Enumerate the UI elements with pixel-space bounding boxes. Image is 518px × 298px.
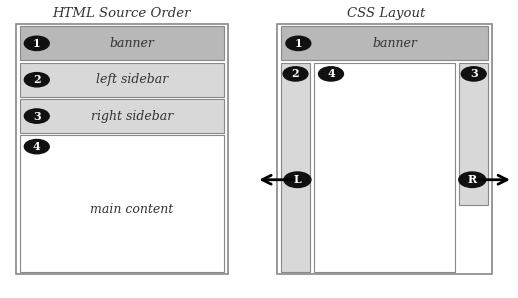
- Circle shape: [461, 67, 486, 81]
- Text: L: L: [294, 174, 301, 185]
- Circle shape: [24, 36, 49, 50]
- Bar: [20, 99, 224, 133]
- Circle shape: [283, 67, 308, 81]
- Text: main content: main content: [91, 203, 174, 216]
- Text: 1: 1: [295, 38, 302, 49]
- Text: 2: 2: [33, 74, 40, 85]
- Text: 1: 1: [33, 38, 40, 49]
- Text: CSS Layout: CSS Layout: [347, 7, 425, 21]
- Text: 4: 4: [33, 141, 40, 152]
- Circle shape: [319, 67, 343, 81]
- Text: 2: 2: [292, 69, 299, 79]
- Bar: [314, 63, 455, 272]
- Text: banner: banner: [110, 37, 154, 50]
- Text: R: R: [468, 174, 477, 185]
- Text: banner: banner: [372, 37, 418, 50]
- Circle shape: [24, 73, 49, 87]
- Text: 3: 3: [470, 69, 478, 79]
- Circle shape: [24, 139, 49, 154]
- Text: right sidebar: right sidebar: [91, 110, 173, 122]
- Bar: [281, 26, 488, 60]
- Bar: [16, 24, 228, 274]
- Circle shape: [284, 172, 311, 187]
- Circle shape: [459, 172, 486, 187]
- Bar: [281, 63, 310, 272]
- Bar: [20, 135, 224, 272]
- Circle shape: [286, 36, 311, 50]
- Text: 4: 4: [327, 69, 335, 79]
- Bar: [277, 24, 492, 274]
- Circle shape: [24, 109, 49, 123]
- Bar: [20, 26, 224, 60]
- Bar: [20, 63, 224, 97]
- Text: HTML Source Order: HTML Source Order: [52, 7, 191, 21]
- Bar: [459, 63, 488, 205]
- Text: left sidebar: left sidebar: [96, 73, 168, 86]
- Text: 3: 3: [33, 111, 40, 122]
